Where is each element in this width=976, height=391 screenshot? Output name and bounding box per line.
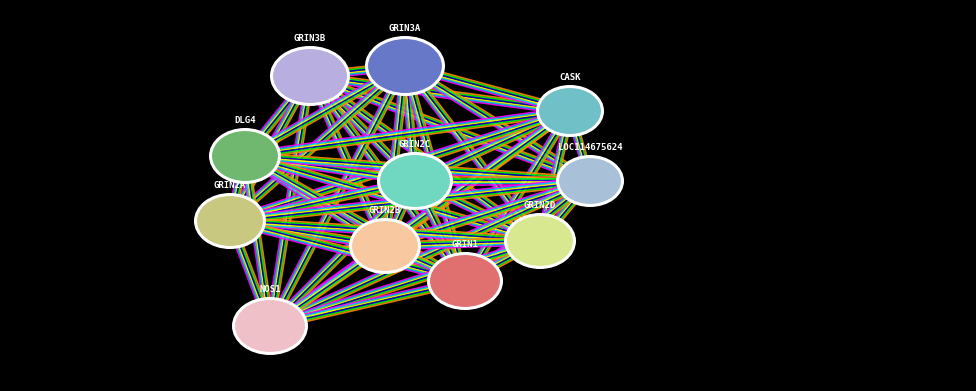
Text: CASK: CASK	[559, 73, 581, 82]
Ellipse shape	[232, 297, 308, 355]
Ellipse shape	[365, 36, 445, 96]
Ellipse shape	[270, 46, 350, 106]
Ellipse shape	[349, 218, 421, 274]
Text: GRIN2C: GRIN2C	[399, 140, 431, 149]
Text: GRIN3B: GRIN3B	[294, 34, 326, 43]
Ellipse shape	[506, 215, 574, 267]
Ellipse shape	[351, 220, 419, 272]
Text: NOS1: NOS1	[260, 285, 281, 294]
Ellipse shape	[377, 152, 453, 210]
Ellipse shape	[558, 157, 622, 205]
Ellipse shape	[234, 299, 306, 353]
Ellipse shape	[272, 48, 348, 104]
Ellipse shape	[211, 130, 279, 182]
Ellipse shape	[209, 128, 281, 184]
Ellipse shape	[379, 154, 451, 208]
Text: GRIN2D: GRIN2D	[524, 201, 556, 210]
Ellipse shape	[536, 85, 604, 137]
Ellipse shape	[538, 87, 602, 135]
Ellipse shape	[196, 195, 264, 247]
Ellipse shape	[194, 193, 266, 249]
Text: GRIN1: GRIN1	[452, 240, 478, 249]
Ellipse shape	[429, 254, 501, 308]
Ellipse shape	[504, 213, 576, 269]
Ellipse shape	[367, 38, 443, 94]
Text: LOC114675624: LOC114675624	[557, 143, 623, 152]
Ellipse shape	[556, 155, 624, 207]
Text: GRIN2A: GRIN2A	[214, 181, 246, 190]
Text: GRIN2B: GRIN2B	[369, 206, 401, 215]
Text: DLG4: DLG4	[234, 116, 256, 125]
Ellipse shape	[427, 252, 503, 310]
Text: GRIN3A: GRIN3A	[388, 24, 421, 33]
